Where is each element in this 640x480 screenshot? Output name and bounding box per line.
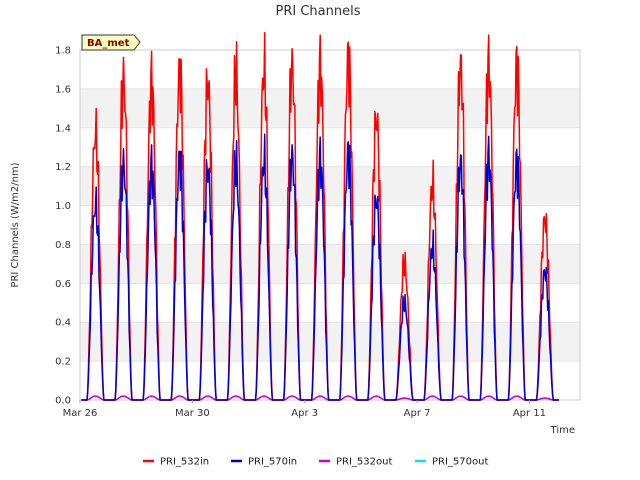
x-tick-label: Mar 26	[63, 408, 98, 419]
background-band	[80, 322, 580, 362]
legend-label: PRI_532in	[160, 457, 209, 468]
y-tick-label: 0.2	[55, 357, 71, 368]
series-line-pri_532out	[81, 395, 559, 401]
y-tick-label: 0.4	[55, 318, 71, 329]
y-tick-label: 0.6	[55, 279, 71, 290]
y-tick-label: 0.0	[55, 396, 71, 407]
annotation-badge-text: BA_met	[87, 38, 130, 49]
annotation-badge-shape	[81, 34, 141, 51]
x-tick-label: Apr 7	[404, 408, 431, 419]
x-tick-label: Mar 30	[175, 408, 210, 419]
y-tick-label: 1.6	[55, 84, 71, 95]
background-band	[80, 88, 580, 128]
series-layer	[81, 32, 559, 401]
y-tick-labels: 0.0 0.2 0.4 0.6 0.8 1.0 1.2 1.4 1.6 1.8	[55, 46, 71, 407]
x-tick-labels: Mar 26 Mar 30 Apr 3 Apr 7 Apr 11	[63, 400, 546, 419]
series-line-pri_570in	[81, 133, 559, 401]
legend-label: PRI_532out	[336, 457, 392, 468]
x-axis-label: Time	[550, 425, 575, 436]
legend-label: PRI_570in	[248, 457, 297, 468]
legend-label: PRI_570out	[432, 457, 488, 468]
y-tick-label: 1.4	[55, 123, 71, 134]
chart-title: PRI Channels	[276, 4, 361, 19]
y-tick-label: 1.8	[55, 46, 71, 57]
y-tick-label: 1.0	[55, 201, 71, 212]
legend: PRI_532in PRI_570in PRI_532out PRI_570out	[143, 457, 488, 468]
background-band	[80, 166, 580, 206]
x-tick-label: Apr 3	[291, 408, 318, 419]
background-band	[80, 244, 580, 284]
annotation-badge: BA_met	[81, 34, 141, 51]
x-tick-label: Apr 11	[513, 408, 546, 419]
y-tick-label: 1.2	[55, 162, 71, 173]
y-tick-label: 0.8	[55, 240, 71, 251]
y-axis-label: PRI Channels (W/m2/nm)	[10, 162, 21, 287]
background-bands	[80, 88, 580, 362]
